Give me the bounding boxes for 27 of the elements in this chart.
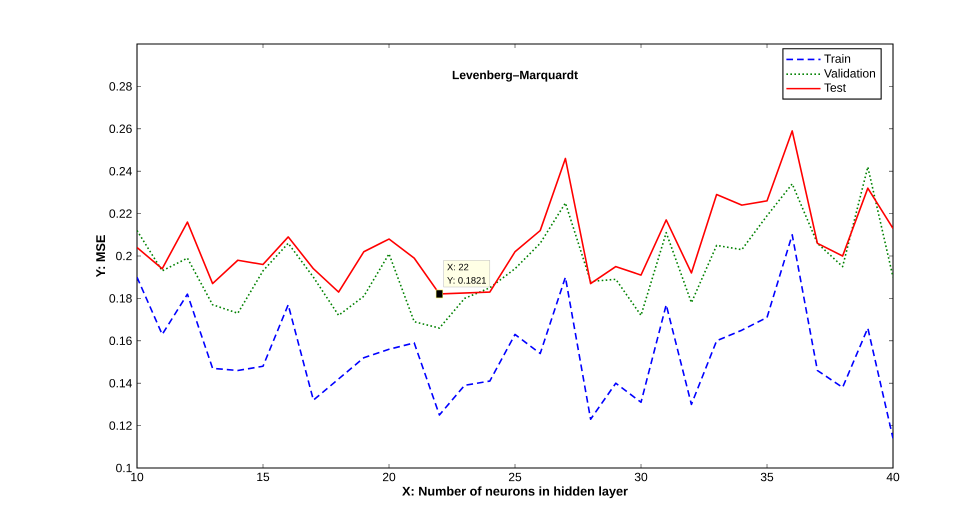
x-axis-title: X: Number of neurons in hidden layer [402,486,628,498]
x-tick-label: 25 [508,472,522,482]
text: Levenberg–Marquardt [452,70,578,82]
y-tick-label: 0.24 [109,166,132,176]
y-tick-label: 0.26 [109,124,132,134]
line-series [137,166,894,329]
y-tick-label: 0.2 [116,252,132,260]
x-tick-label: 35 [760,472,774,482]
x-tick-label: 15 [257,472,270,482]
y-tick-label: 0.18 [109,294,132,303]
legend-label: Train [824,54,850,63]
y-tick-label: 0.14 [109,378,132,388]
annotation: Y: 0.1821 [447,277,486,284]
annotation: X: 22 [447,264,468,270]
y-tick-label: 0.1 [116,464,132,472]
x-tick-label: 30 [634,472,648,482]
y-tick-label: 0.28 [109,82,132,91]
y-axis-title: Y: MSE [96,235,106,278]
x-tick-label: 40 [886,472,900,482]
line-series [137,234,894,440]
x-tick-label: 10 [131,472,144,482]
legend-label: Test [824,83,846,92]
x-tick-label: 20 [382,472,396,482]
legend-label: Validation [824,68,876,78]
y-tick-label: 0.16 [109,336,132,346]
y-tick-label: 0.12 [109,421,132,430]
y-tick-label: 0.22 [109,209,132,218]
